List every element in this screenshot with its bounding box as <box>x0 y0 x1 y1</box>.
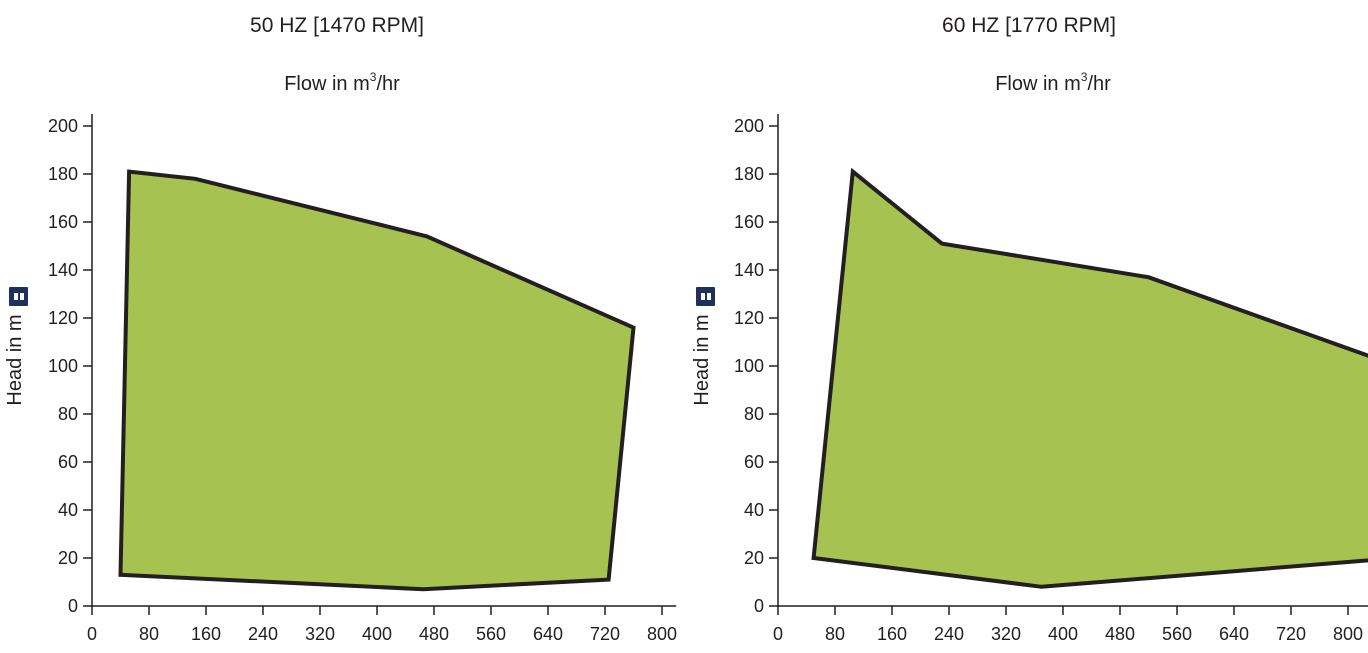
x-tick-label: 560 <box>1162 624 1192 644</box>
x-tick-label: 240 <box>248 624 278 644</box>
x-tick-label: 400 <box>1048 624 1078 644</box>
y-tick-label: 160 <box>48 212 78 232</box>
x-tick-label: 160 <box>191 624 221 644</box>
plot-area: 0 20 40 60 80 100 120 140 160 180 200 0 80 160 240 320 4… <box>48 114 677 644</box>
chart-title: 60 HZ [1770 RPM] <box>942 14 1116 37</box>
x-tick-label: 80 <box>825 624 845 644</box>
y-tick-label: 0 <box>68 596 78 616</box>
y-axis-label-group: Head in m <box>4 314 26 405</box>
x-tick-label: 160 <box>877 624 907 644</box>
x-tick-label: 80 <box>139 624 159 644</box>
x-tick-label: 720 <box>1276 624 1306 644</box>
x-tick-label: 640 <box>1219 624 1249 644</box>
y-tick-label: 180 <box>48 164 78 184</box>
x-tick-label: 320 <box>991 624 1021 644</box>
x-tick-label: 400 <box>362 624 392 644</box>
y-tick-label: 60 <box>58 452 78 472</box>
x-tick-label: 320 <box>305 624 335 644</box>
y-axis-label: Head in m <box>4 314 26 405</box>
x-axis-label: Flow in m3/hr <box>284 70 400 95</box>
y-tick-label: 100 <box>734 356 764 376</box>
y-tick-label: 20 <box>744 548 764 568</box>
chart-60hz: 60 HZ [1770 RPM] Flow in m3/hr Head in m… <box>691 14 1368 644</box>
y-tick-label: 0 <box>754 596 764 616</box>
y-tick-label: 120 <box>734 308 764 328</box>
area-series-0 <box>118 169 636 592</box>
x-axis-label: Flow in m3/hr <box>995 70 1111 95</box>
y-tick-label: 140 <box>48 260 78 280</box>
x-tick-label: 240 <box>934 624 964 644</box>
y-tick-label: 200 <box>48 116 78 136</box>
x-axis-label-tail: /hr <box>1087 73 1111 95</box>
x-tick-label: 560 <box>476 624 506 644</box>
y-tick-label: 80 <box>744 404 764 424</box>
x-tick-label: 480 <box>419 624 449 644</box>
chart-50hz: 50 HZ [1470 RPM] Flow in m3/hr Head in m… <box>4 14 677 644</box>
x-tick-label: 0 <box>87 624 97 644</box>
y-tick-label: 180 <box>734 164 764 184</box>
y-tick-label: 80 <box>58 404 78 424</box>
y-tick-label: 100 <box>48 356 78 376</box>
y-axis-label: Head in m <box>691 314 713 405</box>
x-tick-label: 800 <box>1333 624 1363 644</box>
x-tick-label: 720 <box>590 624 620 644</box>
x-axis-label-sup: 3 <box>370 70 377 84</box>
y-tick-label: 140 <box>734 260 764 280</box>
x-tick-label: 0 <box>773 624 783 644</box>
x-tick-label: 640 <box>533 624 563 644</box>
x-tick-label: 800 <box>647 624 677 644</box>
y-tick-label: 160 <box>734 212 764 232</box>
y-tick-label: 40 <box>58 500 78 520</box>
plot-area: 0 20 40 60 80 100 120 140 160 180 200 0 80 160 240 320 4… <box>734 114 1368 644</box>
unit-badge-icon <box>9 287 28 306</box>
chart-title: 50 HZ [1470 RPM] <box>250 14 424 37</box>
y-axis-label-group: Head in m <box>691 314 713 405</box>
y-tick-label: 60 <box>744 452 764 472</box>
y-tick-label: 20 <box>58 548 78 568</box>
x-tick-label: 480 <box>1105 624 1135 644</box>
y-tick-label: 120 <box>48 308 78 328</box>
unit-badge-icon <box>696 287 715 306</box>
y-tick-label: 200 <box>734 116 764 136</box>
x-axis-label-base: Flow in m <box>995 73 1081 95</box>
x-axis-label-tail: /hr <box>376 73 400 95</box>
x-axis-label-base: Flow in m <box>284 73 370 95</box>
x-axis-label-sup: 3 <box>1081 70 1088 84</box>
y-tick-label: 40 <box>744 500 764 520</box>
area-series-0 <box>811 167 1368 589</box>
